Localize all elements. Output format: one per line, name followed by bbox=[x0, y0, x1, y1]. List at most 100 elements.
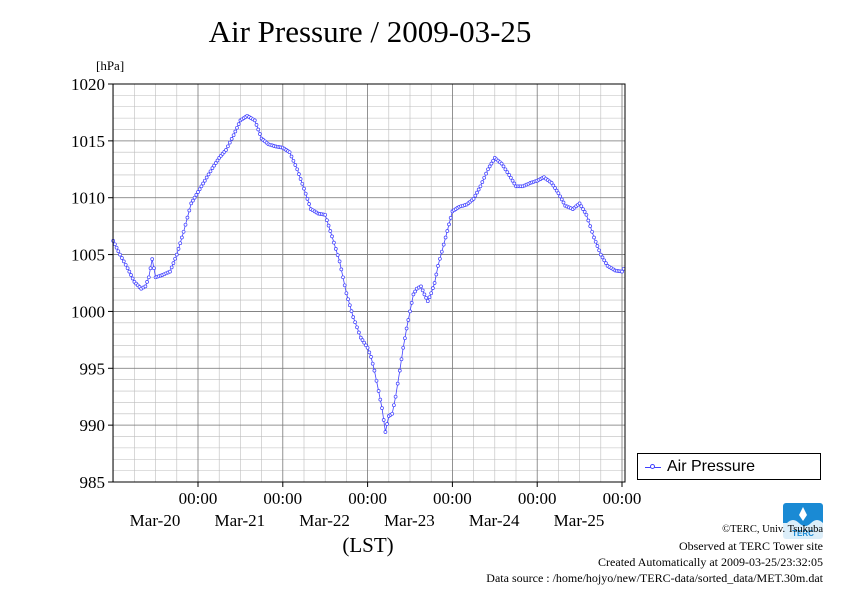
data-point bbox=[145, 280, 149, 284]
data-point bbox=[189, 201, 194, 206]
data-point bbox=[380, 406, 384, 410]
data-point bbox=[199, 184, 204, 189]
data-point bbox=[429, 291, 434, 296]
data-point bbox=[342, 283, 347, 288]
data-point bbox=[224, 148, 228, 152]
data-point bbox=[447, 222, 451, 227]
data-point bbox=[349, 309, 354, 313]
x-tick-date: Mar-21 bbox=[214, 511, 265, 530]
data-point bbox=[307, 202, 311, 206]
data-point bbox=[298, 177, 303, 181]
x-tick-time: 00:00 bbox=[348, 489, 387, 508]
data-point bbox=[125, 266, 130, 271]
data-point bbox=[411, 292, 416, 297]
data-point bbox=[592, 235, 596, 240]
data-point bbox=[254, 123, 259, 127]
data-point bbox=[408, 309, 412, 314]
data-point bbox=[376, 389, 381, 393]
series-line bbox=[112, 115, 625, 433]
data-point bbox=[206, 172, 211, 177]
data-point bbox=[579, 204, 584, 209]
data-point bbox=[233, 129, 238, 134]
data-point bbox=[554, 188, 559, 193]
x-tick-time: 00:00 bbox=[433, 489, 472, 508]
data-point bbox=[152, 266, 156, 271]
data-point bbox=[604, 261, 608, 265]
chart-title: Air Pressure / 2009-03-25 bbox=[208, 14, 532, 49]
data-point bbox=[252, 118, 257, 123]
data-point bbox=[258, 132, 262, 136]
x-tick-time: 00:00 bbox=[263, 489, 302, 508]
data-point bbox=[143, 284, 148, 289]
data-point bbox=[196, 190, 200, 194]
data-point bbox=[390, 411, 395, 416]
data-point bbox=[422, 292, 427, 297]
data-point bbox=[351, 315, 356, 319]
x-tick-date: Mar-24 bbox=[469, 511, 520, 530]
y-tick-label: 1020 bbox=[71, 75, 105, 94]
data-point bbox=[339, 267, 344, 272]
data-point bbox=[295, 167, 300, 172]
data-point bbox=[425, 299, 430, 304]
data-point bbox=[325, 218, 329, 223]
legend-marker-icon bbox=[645, 462, 661, 472]
data-point bbox=[419, 284, 423, 289]
data-point bbox=[473, 193, 478, 198]
data-point bbox=[588, 224, 593, 228]
data-point bbox=[445, 229, 450, 233]
data-point bbox=[120, 256, 124, 260]
data-point bbox=[204, 175, 209, 180]
y-axis-ticks: 985 990 995 1000 1005 1010 1015 1020 bbox=[71, 75, 113, 492]
data-point bbox=[399, 357, 404, 362]
data-point bbox=[171, 261, 176, 265]
data-point bbox=[326, 223, 331, 228]
data-point bbox=[559, 197, 564, 202]
data-point bbox=[476, 187, 481, 192]
y-tick-label: 1000 bbox=[71, 302, 105, 321]
y-tick-label: 1010 bbox=[71, 189, 105, 208]
data-point bbox=[434, 272, 439, 277]
data-point bbox=[191, 198, 195, 203]
data-point bbox=[335, 253, 340, 257]
data-point bbox=[176, 247, 181, 251]
data-point bbox=[409, 301, 414, 305]
data-point bbox=[330, 234, 334, 239]
data-point bbox=[168, 269, 172, 274]
data-point bbox=[577, 201, 582, 206]
data-point bbox=[185, 215, 190, 220]
data-point bbox=[385, 422, 389, 426]
data-point bbox=[553, 186, 557, 190]
data-point bbox=[584, 212, 589, 217]
data-point bbox=[420, 288, 425, 293]
data-point bbox=[303, 191, 308, 196]
data-point bbox=[215, 158, 220, 163]
data-point bbox=[174, 252, 179, 257]
credit-created: Created Automatically at 2009-03-25/23:3… bbox=[598, 555, 823, 569]
x-tick-time: 00:00 bbox=[179, 489, 218, 508]
data-point bbox=[297, 172, 301, 176]
credit-copyright: ©TERC, Univ. Tsukuba bbox=[722, 524, 823, 535]
grid-minor bbox=[113, 83, 625, 483]
data-point bbox=[590, 229, 594, 234]
data-point bbox=[289, 154, 294, 159]
data-point bbox=[212, 163, 216, 168]
data-point bbox=[443, 235, 448, 240]
data-point bbox=[256, 127, 261, 132]
plot-frame bbox=[112, 83, 626, 483]
y-tick-label: 985 bbox=[80, 473, 106, 492]
data-point bbox=[403, 336, 407, 341]
data-point bbox=[600, 255, 605, 260]
data-point bbox=[505, 170, 510, 174]
x-tick-time: 00:00 bbox=[603, 489, 642, 508]
data-point bbox=[478, 184, 483, 189]
data-point bbox=[201, 181, 205, 186]
data-point bbox=[510, 178, 515, 183]
data-point bbox=[187, 208, 192, 213]
data-point bbox=[227, 140, 232, 145]
data-point bbox=[192, 195, 197, 200]
data-point bbox=[369, 355, 373, 359]
data-point bbox=[121, 259, 126, 264]
data-point bbox=[118, 252, 122, 257]
data-point bbox=[337, 259, 342, 264]
data-point bbox=[287, 150, 292, 155]
